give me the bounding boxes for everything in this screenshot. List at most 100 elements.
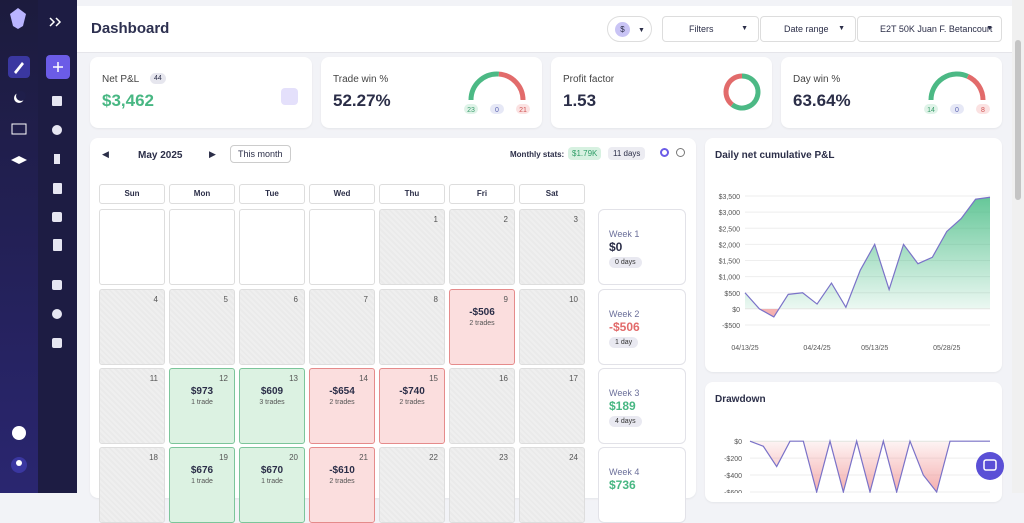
area-negative [750, 441, 990, 492]
account-label: E2T 50K Juan F. Betancourt [880, 24, 993, 34]
day-trades: 2 trades [329, 478, 355, 485]
day-number: 23 [499, 453, 508, 462]
day-number: 11 [149, 374, 158, 383]
day-number: 9 [503, 295, 508, 304]
currency-select[interactable]: $ ▼ [607, 16, 652, 42]
day-trades: 1 trade [261, 478, 283, 485]
week-label: Week 3 [609, 388, 640, 398]
month-label: May 2025 [138, 150, 183, 161]
scrollbar [1012, 0, 1024, 493]
this-month-button[interactable]: This month [230, 145, 291, 163]
icon-user-head [16, 460, 22, 466]
day-cell [99, 209, 165, 285]
icon-collapse[interactable] [49, 17, 62, 27]
y-tick-label: $0 [732, 307, 740, 314]
day-pnl: -$740 [399, 386, 425, 397]
chat-button[interactable] [976, 452, 1004, 480]
day-trades: 3 trades [259, 399, 285, 406]
weekday-header: Tue [239, 184, 305, 204]
x-tick-label: 05/28/25 [933, 345, 960, 352]
date-range-button[interactable]: Date range ▼ [760, 16, 856, 42]
settings-icon[interactable] [660, 148, 669, 157]
day-pnl: $670 [260, 465, 284, 476]
y-tick-label: -$600 [724, 490, 742, 493]
day-trades: 2 trades [329, 399, 355, 406]
stat-value: 1.53 [563, 91, 597, 110]
week-card: Week 2 -$506 1 day [598, 289, 686, 365]
y-tick-label: $1,500 [719, 259, 741, 266]
weekday-header: Sun [99, 184, 165, 204]
day-cell: 7 [309, 289, 375, 365]
day-cell: 1 [379, 209, 445, 285]
icon-book[interactable] [11, 123, 27, 135]
day-number: 19 [219, 453, 228, 462]
header [77, 6, 1012, 53]
filters-button[interactable]: Filters ▼ [662, 16, 759, 42]
currency: $ [615, 22, 630, 37]
prev-month[interactable]: ◀ [102, 149, 109, 159]
day-number: 6 [293, 295, 298, 304]
stat-label: Trade win % [333, 74, 389, 85]
week-card: Week 3 $189 4 days [598, 368, 686, 444]
week-label: Week 1 [609, 229, 640, 239]
week-label: Week 4 [609, 467, 640, 477]
day-number: 20 [289, 453, 298, 462]
stat-value: 63.64% [793, 91, 851, 110]
day-cell: 14 -$654 2 trades [309, 368, 375, 444]
week-pnl: $189 [609, 399, 636, 413]
day-number: 15 [429, 374, 438, 383]
page-title: Dashboard [91, 20, 170, 37]
week-pnl: $0 [609, 240, 623, 254]
calendar-card: ◀ May 2025 ▶ This month Monthly stats: $… [90, 138, 696, 523]
day-trades: 1 trade [191, 478, 213, 485]
chart-title: Daily net cumulative P&L [715, 150, 834, 161]
y-tick-label: $3,500 [719, 194, 741, 201]
week-card: Week 1 $0 0 days [598, 209, 686, 285]
charts: Daily net cumulative P&L Drawdown $3,500… [715, 150, 1004, 493]
icon-cap[interactable] [11, 156, 27, 164]
stat-icon[interactable] [281, 88, 298, 105]
account-select[interactable]: E2T 50K Juan F. Betancourt ▼ [857, 16, 1002, 42]
weekday-header: Sat [519, 184, 585, 204]
day-trades: 2 trades [399, 399, 425, 406]
chart-title: Drawdown [715, 394, 766, 405]
day-number: 7 [363, 295, 368, 304]
week-days: 0 days [609, 257, 642, 268]
day-cell: 17 [519, 368, 585, 444]
stat-value: $3,462 [102, 91, 154, 110]
stat-label: Profit factor [563, 74, 615, 85]
info-icon[interactable] [676, 148, 685, 157]
y-tick-label: -$400 [724, 473, 742, 480]
area-positive [745, 197, 990, 309]
day-number: 16 [499, 374, 508, 383]
icon-bell[interactable] [12, 426, 26, 440]
day-cell: 8 [379, 289, 445, 365]
day-number: 14 [359, 374, 368, 383]
day-number: 21 [359, 453, 368, 462]
nav-icons[interactable] [52, 96, 62, 348]
day-pnl: $609 [260, 386, 284, 397]
day-number: 13 [289, 374, 298, 383]
day-cell [169, 209, 235, 285]
day-cell: 6 [239, 289, 305, 365]
day-number: 22 [429, 453, 438, 462]
day-cell [239, 209, 305, 285]
stat-badge: 44 [150, 73, 166, 84]
day-trades: 2 trades [469, 320, 495, 327]
day-pnl: -$654 [329, 386, 355, 397]
day-cell: 15 -$740 2 trades [379, 368, 445, 444]
stat-value: 52.27% [333, 91, 391, 110]
day-cell [309, 209, 375, 285]
day-cell: 16 [449, 368, 515, 444]
date-range-label: Date range [784, 24, 829, 34]
y-tick-label: -$200 [724, 456, 742, 463]
day-number: 8 [433, 295, 438, 304]
next-month[interactable]: ▶ [209, 149, 216, 159]
day-cell: 12 $973 1 trade [169, 368, 235, 444]
area-negative [745, 308, 990, 317]
stat-label: Net P&L [102, 74, 140, 85]
y-tick-label: $0 [734, 439, 742, 446]
scroll-thumb[interactable] [1015, 40, 1021, 200]
day-trades: 1 trade [191, 399, 213, 406]
